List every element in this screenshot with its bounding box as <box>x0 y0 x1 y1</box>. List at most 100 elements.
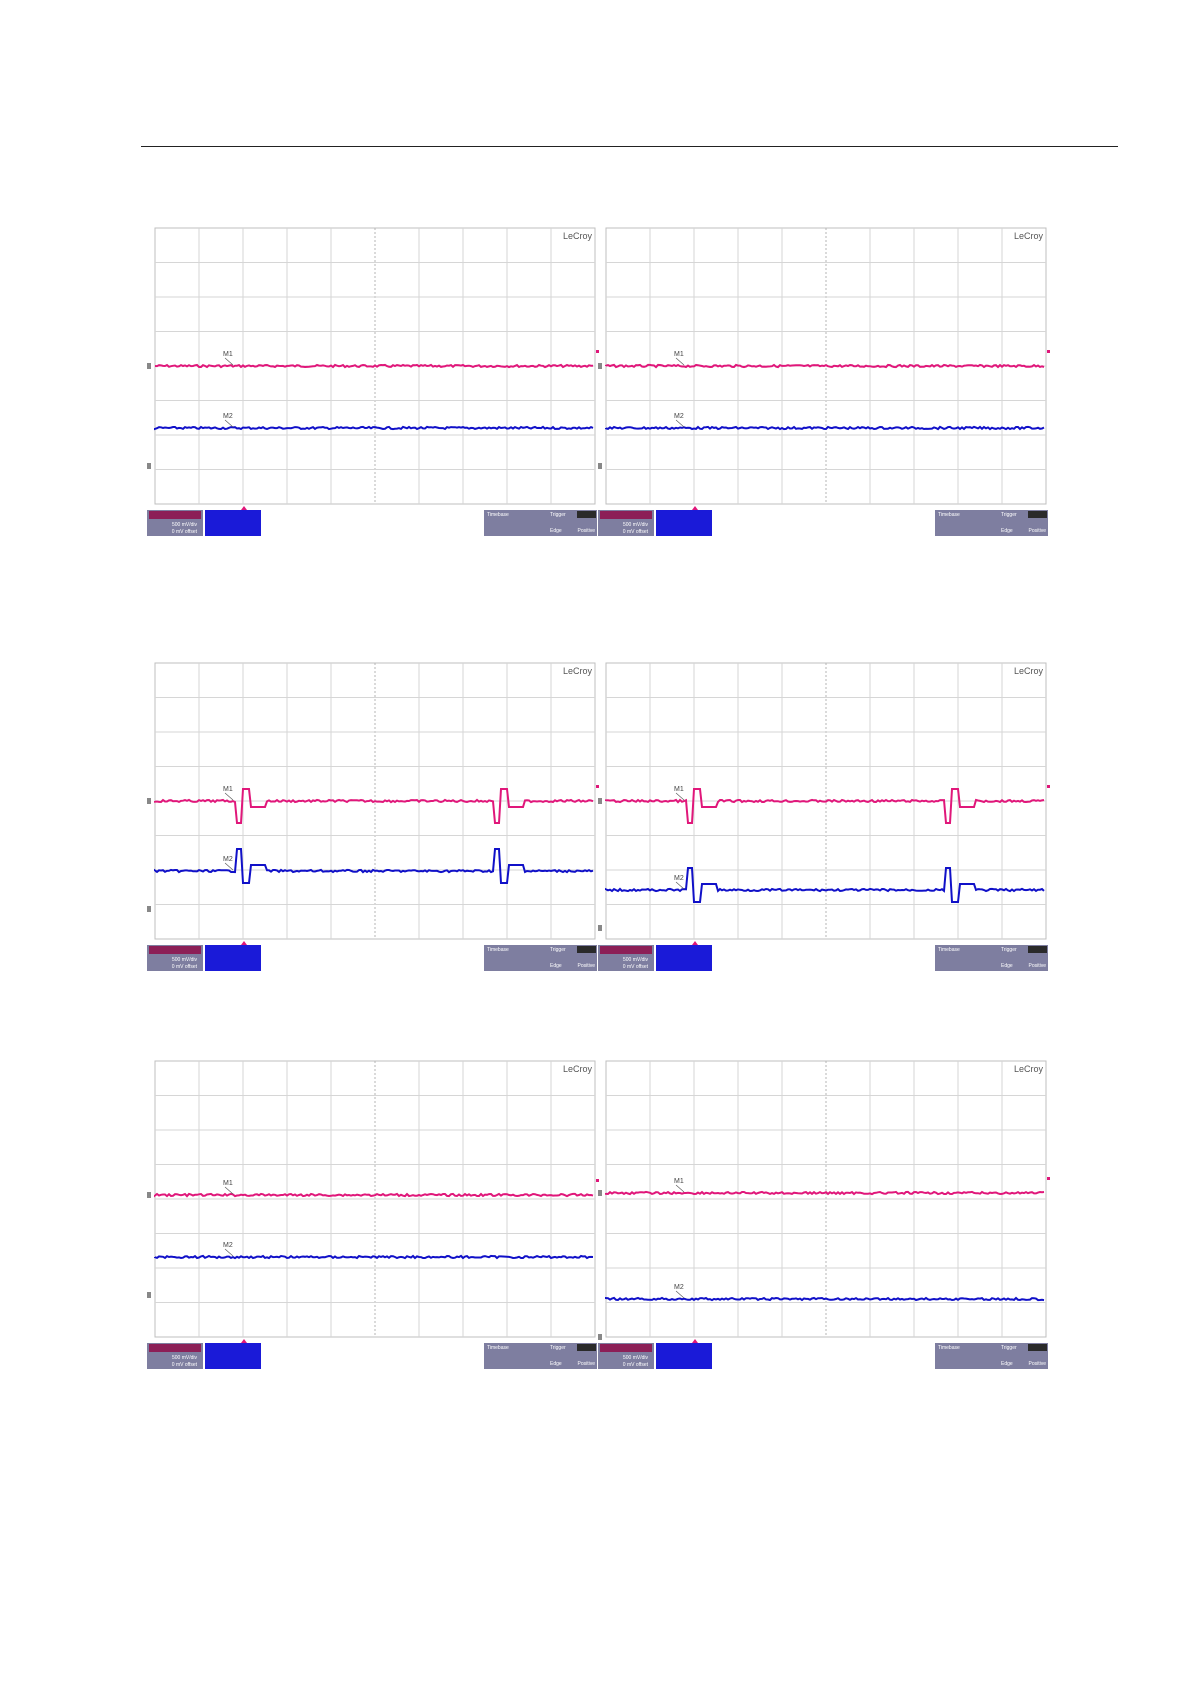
trigger-slope-label: Positive <box>577 528 595 534</box>
ch1-trace <box>605 363 1045 369</box>
ch2-marker-leader <box>675 1290 685 1299</box>
timebase-label: Timebase <box>938 947 960 953</box>
ch1-scale-text: 500 mV/div <box>623 1355 649 1361</box>
timebase-label: Timebase <box>938 512 960 518</box>
ch1-scale-text: 500 mV/div <box>172 957 198 963</box>
ch1-marker-leader <box>675 792 685 801</box>
trigger-slope-label: Positive <box>1028 1361 1046 1367</box>
trigger-slope-label: Positive <box>1028 528 1046 534</box>
ch1-marker-leader <box>675 357 685 366</box>
ch1-scale-text: 500 mV/div <box>623 957 649 963</box>
ch1-marker-leader <box>675 1184 685 1193</box>
ch2-trace <box>605 425 1045 431</box>
ch1-ground-marker <box>598 363 602 369</box>
ch1-info-header <box>149 511 201 519</box>
ch1-scale-text: 500 mV/div <box>172 1355 198 1361</box>
trigger-position-marker <box>241 1339 247 1343</box>
ch1-info-header <box>149 946 201 954</box>
trigger-level-marker <box>1047 785 1050 788</box>
trigger-mode-label: Edge <box>550 963 562 969</box>
ch2-ground-marker <box>147 1292 151 1298</box>
ch1-marker-leader <box>224 357 234 366</box>
scope-screenshot-1: LeCroy M1 M2 500 mV/div 0 mV offset Timebase T… <box>147 223 599 536</box>
scope-screenshot-6: LeCroy M1 M2 500 mV/div 0 mV offset Timebase T… <box>598 1056 1050 1369</box>
ch1-marker-leader <box>224 1186 234 1195</box>
ch2-marker-leader <box>675 419 685 428</box>
ch2-info-box <box>205 1343 261 1369</box>
trigger-label: Trigger <box>550 947 566 953</box>
ch2-trace <box>605 1296 1045 1302</box>
ch1-trace <box>154 1192 594 1198</box>
ch1-offset-text: 0 mV offset <box>172 529 198 535</box>
timebase-label: Timebase <box>487 512 509 518</box>
trigger-level-marker <box>596 785 599 788</box>
ch1-marker-tag: M1 <box>223 1180 233 1187</box>
ch2-marker-tag: M2 <box>674 1284 684 1291</box>
ch2-ground-marker <box>598 925 602 931</box>
ch1-info-header <box>149 1344 201 1352</box>
ch1-marker-leader <box>224 792 234 801</box>
trigger-label: Trigger <box>1001 1345 1017 1351</box>
ch1-marker-tag: M1 <box>674 1178 684 1185</box>
ch1-ground-marker <box>147 1192 151 1198</box>
ch1-trace <box>154 363 594 369</box>
ch1-marker-tag: M1 <box>223 786 233 793</box>
ch1-offset-text: 0 mV offset <box>623 964 649 970</box>
ch2-trace <box>605 867 1045 903</box>
scope-brand-label: LeCroy <box>1014 231 1044 241</box>
ch1-scale-text: 500 mV/div <box>172 522 198 528</box>
ch2-marker-tag: M2 <box>223 413 233 420</box>
ch1-ground-marker <box>147 363 151 369</box>
ch1-info-header <box>600 946 652 954</box>
ch2-marker-tag: M2 <box>223 1242 233 1249</box>
trigger-position-marker <box>692 941 698 945</box>
trigger-mode-label: Edge <box>1001 963 1013 969</box>
ch2-marker-leader <box>224 1248 234 1257</box>
trigger-label: Trigger <box>550 1345 566 1351</box>
ch2-ground-marker <box>598 1334 602 1340</box>
trigger-mode-label: Edge <box>1001 528 1013 534</box>
trigger-slope-label: Positive <box>577 963 595 969</box>
trigger-channel-tag <box>577 946 596 953</box>
trigger-slope-label: Positive <box>577 1361 595 1367</box>
trigger-label: Trigger <box>1001 512 1017 518</box>
trigger-position-marker <box>692 1339 698 1343</box>
ch2-marker-leader <box>224 419 234 428</box>
trigger-channel-tag <box>577 511 596 518</box>
trigger-position-marker <box>241 941 247 945</box>
ch1-offset-text: 0 mV offset <box>172 1362 198 1368</box>
scope-brand-label: LeCroy <box>563 1064 593 1074</box>
header-rule <box>141 146 1118 147</box>
ch1-scale-text: 500 mV/div <box>623 522 649 528</box>
timebase-label: Timebase <box>487 1345 509 1351</box>
scope-screenshot-3: LeCroy M1 M2 500 mV/div 0 mV offset Timebase T… <box>147 658 599 971</box>
trigger-label: Trigger <box>550 512 566 518</box>
scope-brand-label: LeCroy <box>1014 1064 1044 1074</box>
ch2-marker-tag: M2 <box>223 856 233 863</box>
scope-brand-label: LeCroy <box>563 231 593 241</box>
ch2-info-box <box>656 510 712 536</box>
scope-brand-label: LeCroy <box>1014 666 1044 676</box>
ch2-trace <box>154 425 594 431</box>
ch2-info-box <box>656 945 712 971</box>
ch1-trace <box>605 788 1045 824</box>
ch1-marker-tag: M1 <box>674 351 684 358</box>
trigger-position-marker <box>241 506 247 510</box>
scope-screenshot-2: LeCroy M1 M2 500 mV/div 0 mV offset Timebase T… <box>598 223 1050 536</box>
ch1-trace <box>154 788 594 824</box>
trigger-channel-tag <box>1028 511 1047 518</box>
trigger-channel-tag <box>1028 946 1047 953</box>
ch1-offset-text: 0 mV offset <box>172 964 198 970</box>
trigger-slope-label: Positive <box>1028 963 1046 969</box>
ch1-marker-tag: M1 <box>223 351 233 358</box>
trigger-level-marker <box>1047 350 1050 353</box>
timebase-label: Timebase <box>938 1345 960 1351</box>
trigger-channel-tag <box>577 1344 596 1351</box>
ch1-ground-marker <box>598 1190 602 1196</box>
trigger-channel-tag <box>1028 1344 1047 1351</box>
